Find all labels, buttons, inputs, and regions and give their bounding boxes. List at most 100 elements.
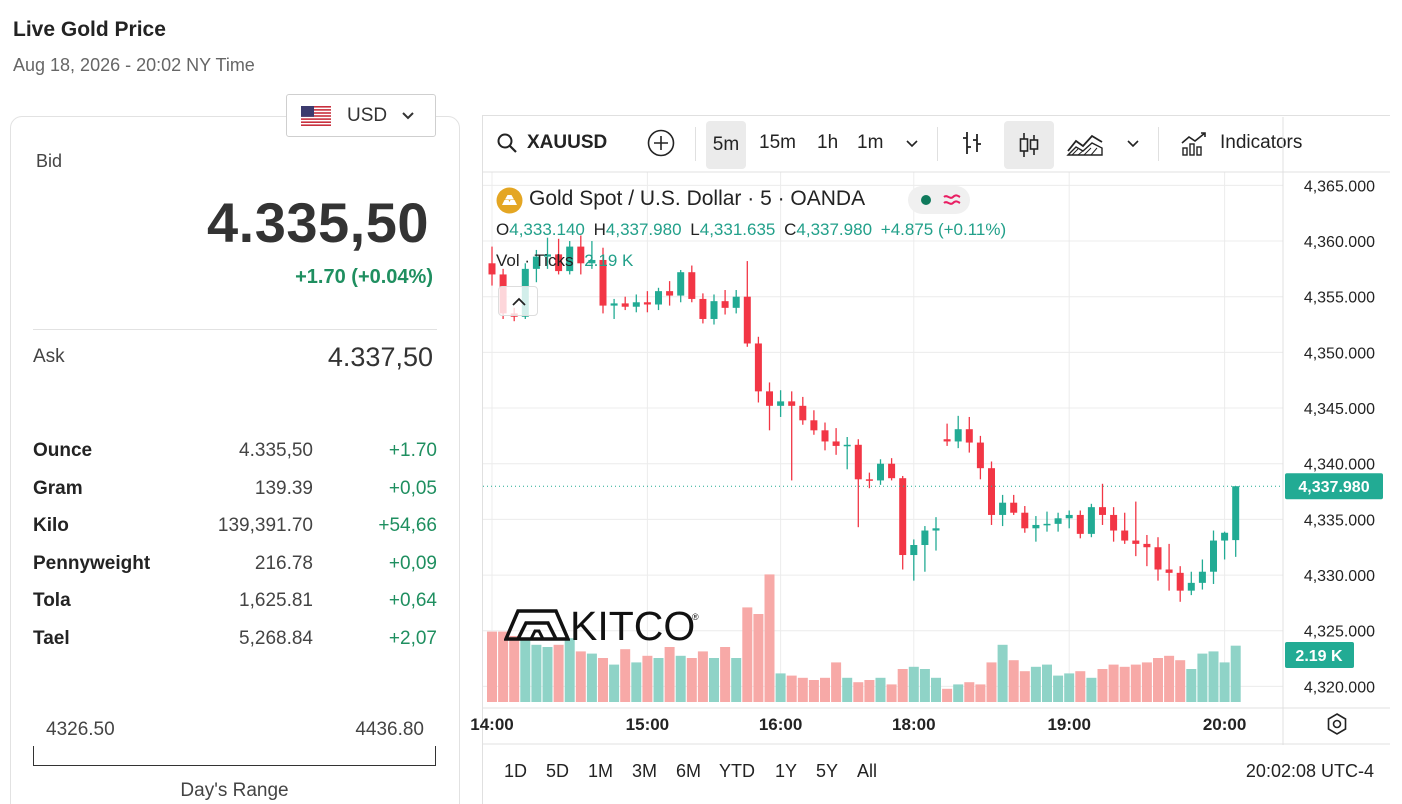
settings-icon[interactable] — [1326, 713, 1348, 735]
compare-button[interactable] — [646, 117, 676, 169]
chevron-down-icon — [402, 111, 414, 119]
interval-label: 1h — [817, 132, 839, 153]
chart-clock: 20:02:08 UTC-4 — [1245, 761, 1374, 781]
period-3m[interactable]: 3M — [632, 761, 658, 781]
currency-selector[interactable]: USD — [286, 94, 436, 137]
interval-dropdown[interactable] — [904, 117, 920, 169]
registered-mark: ® — [692, 612, 699, 622]
open-value: 4,333.140 — [509, 220, 585, 239]
unit-price: 216.78 — [254, 553, 313, 574]
unit-price: 4.335,50 — [239, 440, 313, 461]
unit-row-tola: Tola 1,625.81 +0,64 — [33, 590, 437, 620]
volume-legend: Vol · Ticks 2.19 K — [496, 251, 633, 271]
symbol-search[interactable]: XAUUSD — [496, 117, 607, 169]
bid-label: Bid — [36, 151, 63, 171]
unit-price: 5,268.84 — [239, 628, 313, 649]
chevron-down-icon — [1127, 140, 1139, 148]
toolbar-separator — [1158, 127, 1159, 161]
period-1d[interactable]: 1D — [504, 761, 528, 781]
high-label: H — [593, 220, 606, 239]
toolbar-separator — [695, 127, 696, 161]
unit-name: Pennyweight — [33, 553, 151, 574]
page-date: Aug 18, 2026 - 20:02 NY Time — [13, 55, 255, 75]
unit-price: 1,625.81 — [239, 590, 313, 611]
candle-style-button[interactable] — [1004, 121, 1054, 169]
market-open-icon — [921, 194, 961, 205]
interval-1h[interactable]: 1h — [817, 117, 838, 169]
price-panel — [10, 116, 460, 804]
unit-name: Gram — [33, 478, 83, 499]
unit-change: +0,64 — [388, 590, 437, 611]
kitco-logo-icon — [504, 609, 570, 641]
interval-label: 5m — [712, 134, 740, 155]
unit-row-ounce: Ounce 4.335,50 +1.70 — [33, 440, 437, 470]
low-label: L — [690, 220, 700, 239]
unit-name: Tael — [33, 628, 70, 649]
period-5d[interactable]: 5D — [546, 761, 570, 781]
unit-change: +0,09 — [388, 553, 437, 574]
search-icon — [497, 133, 517, 153]
interval-label: 15m — [759, 132, 796, 153]
symbol-label: XAUUSD — [527, 132, 608, 153]
market-status-badge[interactable] — [908, 186, 970, 214]
unit-price: 139,391.70 — [217, 515, 313, 536]
chart-panel — [482, 115, 1390, 804]
indicators-icon — [1181, 132, 1206, 156]
range-low: 4326.50 — [46, 719, 115, 740]
currency-label: USD — [347, 104, 388, 126]
period-1y[interactable]: 1Y — [775, 761, 798, 781]
period-1m[interactable]: 1M — [588, 761, 614, 781]
period-ytd[interactable]: YTD — [719, 761, 755, 781]
unit-row-pennyweight: Pennyweight 216.78 +0,09 — [33, 553, 437, 583]
unit-price: 139.39 — [254, 478, 313, 499]
close-label: C — [784, 220, 797, 239]
period-5y[interactable]: 5Y — [816, 761, 839, 781]
unit-change: +0,05 — [388, 478, 437, 499]
unit-change: +2,07 — [388, 628, 437, 649]
divider — [33, 329, 437, 330]
area-style-button[interactable] — [1066, 117, 1104, 169]
chart-type-dropdown[interactable] — [1125, 117, 1141, 169]
interval-label: 1m — [857, 132, 884, 153]
chevron-up-icon — [512, 297, 526, 306]
unit-row-tael: Tael 5,268.84 +2,07 — [33, 628, 437, 658]
interval-1m[interactable]: 1m — [857, 117, 883, 169]
page-title: Live Gold Price — [13, 18, 166, 41]
unit-change: +54,66 — [378, 515, 437, 536]
interval-15m[interactable]: 15m — [759, 117, 796, 169]
unit-name: Kilo — [33, 515, 69, 536]
ohlc-values: O4,333.140 H4,337.980 L4,331.635 C4,337.… — [496, 220, 1006, 240]
indicators-button[interactable]: Indicators — [1180, 117, 1302, 169]
period-all[interactable]: All — [857, 761, 878, 781]
range-bar — [33, 746, 436, 766]
candles-icon — [1019, 133, 1039, 157]
ask-label: Ask — [33, 346, 65, 367]
period-6m[interactable]: 6M — [676, 761, 702, 781]
kitco-watermark: KITCO — [570, 603, 696, 649]
indicators-label: Indicators — [1220, 132, 1303, 153]
bid-price: 4.335,50 — [207, 191, 429, 254]
bar-style-button[interactable] — [959, 117, 985, 169]
low-value: 4,331.635 — [699, 220, 776, 239]
interval-5m[interactable]: 5m — [706, 121, 746, 169]
legend-title: Gold Spot / U.S. Dollar · 5 · OANDA — [529, 187, 866, 210]
gold-icon — [496, 187, 523, 214]
open-label: O — [496, 220, 510, 239]
volume-value: 2.19 K — [584, 251, 634, 270]
unit-name: Tola — [33, 590, 71, 611]
volume-label: Vol · Ticks — [496, 251, 574, 270]
unit-change: +1.70 — [388, 440, 437, 461]
chevron-down-icon — [906, 140, 918, 148]
unit-row-kilo: Kilo 139,391.70 +54,66 — [33, 515, 437, 545]
ask-price: 4.337,50 — [327, 342, 433, 372]
toolbar-separator — [937, 127, 938, 161]
unit-row-gram: Gram 139.39 +0,05 — [33, 478, 437, 508]
high-value: 4,337.980 — [605, 220, 682, 239]
range-label: Day's Range — [180, 780, 289, 801]
change-value: +4.875 (+0.11%) — [880, 220, 1007, 239]
legend-collapse-button[interactable] — [498, 286, 538, 316]
bars-icon — [963, 132, 981, 154]
us-flag-icon — [301, 105, 331, 126]
plus-circle-icon — [647, 129, 675, 157]
range-high: 4436.80 — [355, 719, 424, 740]
